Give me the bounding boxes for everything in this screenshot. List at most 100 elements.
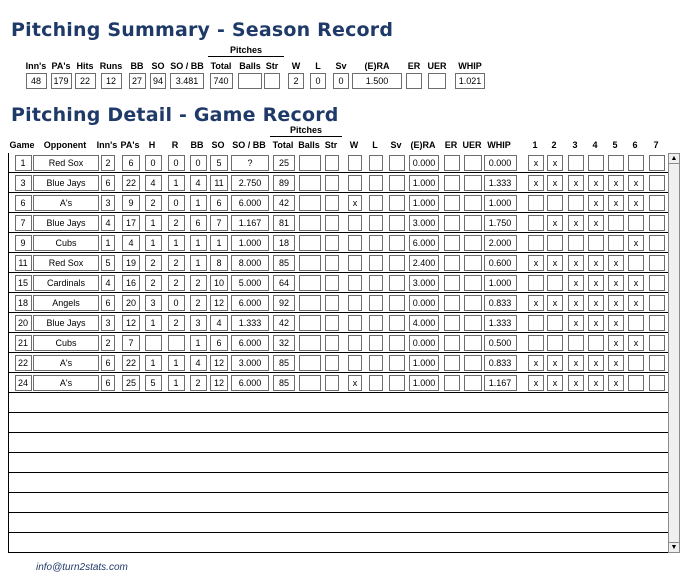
table-cell: x xyxy=(588,315,604,331)
table-cell: x xyxy=(547,155,563,171)
table-cell: 2 xyxy=(167,215,185,231)
table-cell: 9 xyxy=(14,235,32,251)
table-cell: x xyxy=(608,315,624,331)
table-cell: 2 xyxy=(167,315,185,331)
table-row: 22 A's 6 22 1 1 4 12 3.000 85 1.000 0.833 x x x x x xyxy=(9,353,668,373)
table-cell xyxy=(348,335,362,351)
table-cell xyxy=(369,295,383,311)
table-cell: 2 xyxy=(189,375,207,391)
summary-header-3: Runs xyxy=(99,61,123,71)
table-cell xyxy=(568,195,584,211)
table-cell: 3.000 xyxy=(409,215,439,231)
table-cell: Red Sox xyxy=(33,255,99,271)
table-cell: 7 xyxy=(210,215,228,231)
table-cell: x xyxy=(568,175,584,191)
table-cell: Cardinals xyxy=(33,275,99,291)
table-cell xyxy=(464,295,482,311)
table-cell xyxy=(444,255,460,271)
table-cell: 0 xyxy=(167,295,185,311)
detail-header-16: ER xyxy=(444,140,458,150)
summary-pitches-underline xyxy=(208,56,284,57)
table-cell: 6 xyxy=(101,295,115,311)
summary-header-16: WHIP xyxy=(458,61,482,71)
table-cell xyxy=(369,355,383,371)
table-cell: 1 xyxy=(189,195,207,211)
table-cell xyxy=(608,235,624,251)
table-cell: x xyxy=(547,175,563,191)
table-cell: 3 xyxy=(14,175,32,191)
table-cell: 0 xyxy=(167,155,185,171)
table-row: 20 Blue Jays 3 12 1 2 3 4 1.333 42 4.000 1.333 x x x xyxy=(9,313,668,333)
table-cell: 1.167 xyxy=(231,215,269,231)
table-cell: 0.500 xyxy=(483,335,517,351)
table-cell: 2 xyxy=(144,275,162,291)
table-cell xyxy=(389,255,405,271)
table-cell: x xyxy=(608,355,624,371)
summary-value-0: 48 xyxy=(25,73,47,89)
table-cell: 4 xyxy=(144,175,162,191)
table-cell: 12 xyxy=(210,375,228,391)
summary-value-10: 2 xyxy=(288,73,304,89)
table-cell: 5 xyxy=(101,255,115,271)
table-cell xyxy=(568,155,584,171)
table-cell xyxy=(369,275,383,291)
table-cell xyxy=(608,215,624,231)
table-cell: 2 xyxy=(189,295,207,311)
empty-table-row xyxy=(9,473,668,493)
table-cell: 8.000 xyxy=(231,255,269,271)
table-cell xyxy=(608,155,624,171)
table-cell xyxy=(649,315,665,331)
table-cell xyxy=(528,235,544,251)
detail-header-25: 7 xyxy=(653,140,659,150)
detail-header-14: Sv xyxy=(390,140,402,150)
vertical-scrollbar[interactable]: ▲ ▼ xyxy=(668,153,680,553)
table-cell xyxy=(588,155,604,171)
table-cell: 42 xyxy=(273,315,295,331)
detail-pitches-header: Pitches xyxy=(289,125,322,135)
summary-header-8: Balls xyxy=(239,61,261,71)
table-cell: x xyxy=(568,375,584,391)
table-cell: 0.600 xyxy=(483,255,517,271)
table-cell: 1.000 xyxy=(409,375,439,391)
game-detail-grid[interactable]: 1 Red Sox 2 6 0 0 0 5? 25 0.000 0.000 x x 3 Blue Jays 6… xyxy=(8,153,668,553)
table-cell xyxy=(348,295,362,311)
scroll-up-arrow-icon[interactable]: ▲ xyxy=(669,155,679,164)
detail-pitches-underline xyxy=(270,136,342,137)
table-cell: 3 xyxy=(144,295,162,311)
table-cell: x xyxy=(628,335,644,351)
table-cell: A's xyxy=(33,355,99,371)
table-cell: Blue Jays xyxy=(33,175,99,191)
contact-email-link[interactable]: info@turn2stats.com xyxy=(36,562,128,573)
table-cell: 1.000 xyxy=(409,195,439,211)
table-cell: 1 xyxy=(167,175,185,191)
table-cell: 18 xyxy=(273,235,295,251)
season-summary-title: Pitching Summary - Season Record xyxy=(11,19,394,41)
table-cell xyxy=(464,315,482,331)
table-cell: 1 xyxy=(167,355,185,371)
table-row: 6 A's 3 9 2 0 1 6 6.000 42 x 1.000 1.000 x x x xyxy=(9,193,668,213)
table-cell xyxy=(444,295,460,311)
table-cell: 4 xyxy=(189,175,207,191)
table-cell: x xyxy=(348,195,362,211)
table-cell: 1 xyxy=(144,355,162,371)
table-row: 7 Blue Jays 4 17 1 2 6 7 1.167 81 3.000 1.750 x x x xyxy=(9,213,668,233)
detail-header-22: 4 xyxy=(592,140,598,150)
table-cell: x xyxy=(568,255,584,271)
scroll-down-arrow-icon[interactable]: ▼ xyxy=(669,542,679,551)
table-cell xyxy=(444,195,460,211)
table-cell: x xyxy=(608,175,624,191)
table-row: 21 Cubs 2 7 1 6 6.000 32 0.000 0.500 x x xyxy=(9,333,668,353)
table-cell: 4 xyxy=(210,315,228,331)
detail-header-9: Total xyxy=(272,140,294,150)
table-cell xyxy=(325,255,339,271)
summary-value-6: 3.481 xyxy=(170,73,204,89)
table-cell: 6 xyxy=(101,375,115,391)
table-cell: 24 xyxy=(14,375,32,391)
table-cell: 0.833 xyxy=(483,355,517,371)
table-cell xyxy=(649,355,665,371)
summary-header-9: Str xyxy=(265,61,279,71)
table-cell: x xyxy=(568,295,584,311)
table-cell: 22 xyxy=(14,355,32,371)
detail-header-18: WHIP xyxy=(487,140,511,150)
table-cell: 1.333 xyxy=(231,315,269,331)
